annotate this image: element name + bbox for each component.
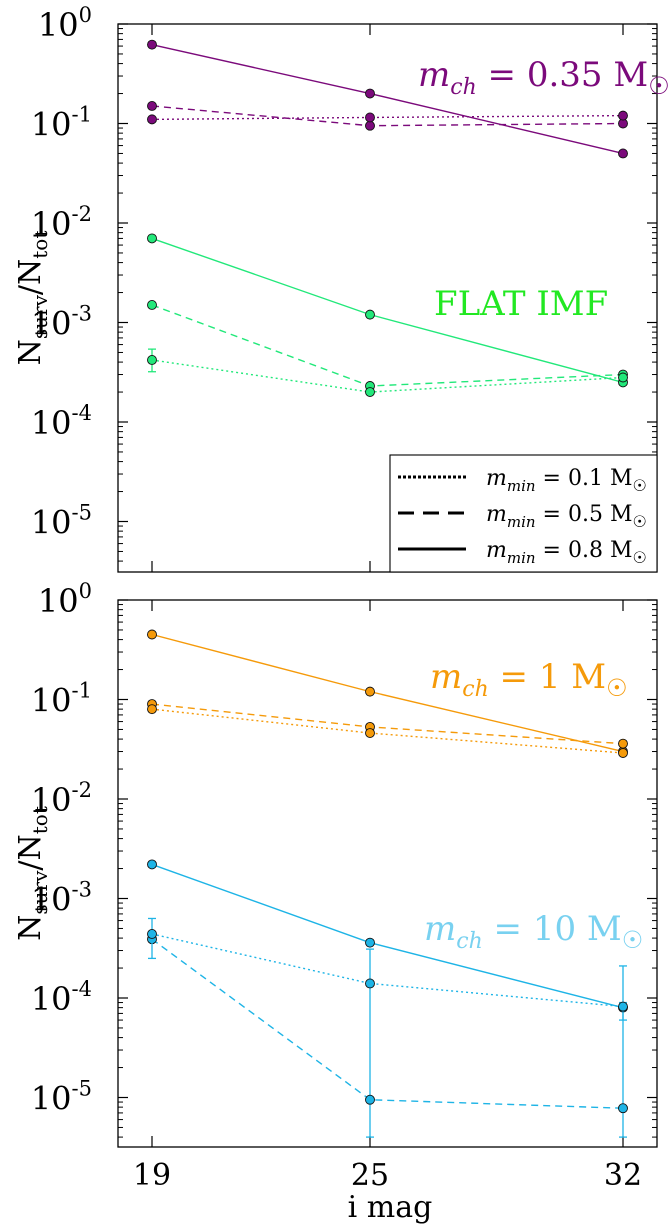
bottom-data-point bbox=[147, 629, 157, 640]
bottom-data-point bbox=[618, 1103, 628, 1114]
top-y-tick-label: 10-5 bbox=[31, 501, 92, 542]
legend-label: mmin = 0.8 M☉ bbox=[486, 538, 647, 567]
top-y-tick-label: 100 bbox=[38, 3, 92, 44]
annotation-flat: FLAT IMF bbox=[434, 284, 608, 324]
bottom-panel: 100 10-1 10-2 10-3 10-4 10-5 Nsurv/Ntot mch = 1… bbox=[13, 579, 658, 1225]
bottom-data-point bbox=[618, 748, 628, 758]
legend-label: mmin = 0.5 M☉ bbox=[486, 502, 647, 531]
bottom-data-point bbox=[147, 929, 157, 939]
bottom-y-tick-label: 100 bbox=[38, 579, 92, 620]
top-y-tick-label: 10-2 bbox=[31, 202, 92, 243]
top-data-point bbox=[618, 110, 628, 121]
top-panel: 100 10-1 10-2 10-3 10-4 10-5 Nsurv/Ntot mch = 0… bbox=[13, 3, 668, 573]
top-data-point bbox=[147, 233, 157, 244]
bottom-y-tick-label: 10-1 bbox=[31, 679, 92, 720]
bottom-y-tick-label: 10-3 bbox=[31, 878, 92, 919]
bottom-data-point bbox=[365, 978, 375, 989]
legend: mmin = 0.1 M☉ mmin = 0.5 M☉ mmin = 0.8 M☉ bbox=[389, 454, 658, 573]
top-series-line-mch035-dotted bbox=[151, 114, 624, 121]
top-data-point bbox=[618, 148, 628, 159]
bottom-y-axis-label: Nsurv/Ntot bbox=[13, 806, 52, 941]
bottom-data-point bbox=[618, 738, 628, 749]
top-data-point bbox=[147, 355, 157, 365]
top-y-tick-label: 10-3 bbox=[31, 302, 92, 343]
bottom-data-point bbox=[365, 937, 375, 948]
top-series-line-flat-dotted bbox=[151, 359, 624, 393]
legend-label: mmin = 0.1 M☉ bbox=[486, 466, 647, 495]
top-data-point bbox=[147, 39, 157, 50]
x-tick-label: 19 bbox=[133, 1158, 171, 1193]
top-y-tick-label: 10-1 bbox=[31, 103, 92, 144]
bottom-series-line-mch10-dashed bbox=[151, 938, 624, 1109]
x-tick-label: 25 bbox=[351, 1158, 389, 1193]
bottom-data-point bbox=[365, 686, 375, 697]
top-data-point bbox=[365, 120, 375, 131]
bottom-data-point bbox=[365, 728, 375, 739]
bottom-data-point bbox=[147, 704, 157, 715]
annotation-mch035: mch = 0.35 M☉ bbox=[418, 55, 668, 100]
top-y-axis-label: Nsurv/Ntot bbox=[13, 231, 52, 366]
top-plot-frame bbox=[117, 23, 658, 573]
top-data-point bbox=[365, 387, 375, 397]
top-data-point bbox=[147, 114, 157, 125]
annotation-mch10: mch = 10 M☉ bbox=[424, 909, 643, 954]
x-tick-label: 32 bbox=[604, 1158, 642, 1193]
top-data-point bbox=[618, 372, 628, 383]
bottom-y-tick-label: 10-5 bbox=[31, 1077, 92, 1118]
annotation-mch1: mch = 1 M☉ bbox=[430, 657, 628, 702]
top-data-point bbox=[147, 300, 157, 310]
bottom-data-point bbox=[147, 859, 157, 870]
top-data-point bbox=[365, 88, 375, 99]
top-data-point bbox=[365, 309, 375, 320]
top-data-point bbox=[365, 112, 375, 123]
top-y-tick-label: 10-4 bbox=[31, 401, 92, 442]
bottom-data-point bbox=[618, 1001, 628, 1012]
bottom-y-tick-label: 10-4 bbox=[31, 977, 92, 1018]
bottom-plot-frame bbox=[117, 599, 658, 1148]
bottom-y-tick-label: 10-2 bbox=[31, 778, 92, 819]
top-data-point bbox=[147, 101, 157, 111]
x-axis-label: i mag bbox=[348, 1190, 433, 1225]
bottom-series-line-mch1-dotted bbox=[151, 708, 624, 754]
bottom-data-point bbox=[365, 1094, 375, 1105]
bottom-series-line-mch1-dashed bbox=[151, 703, 624, 745]
